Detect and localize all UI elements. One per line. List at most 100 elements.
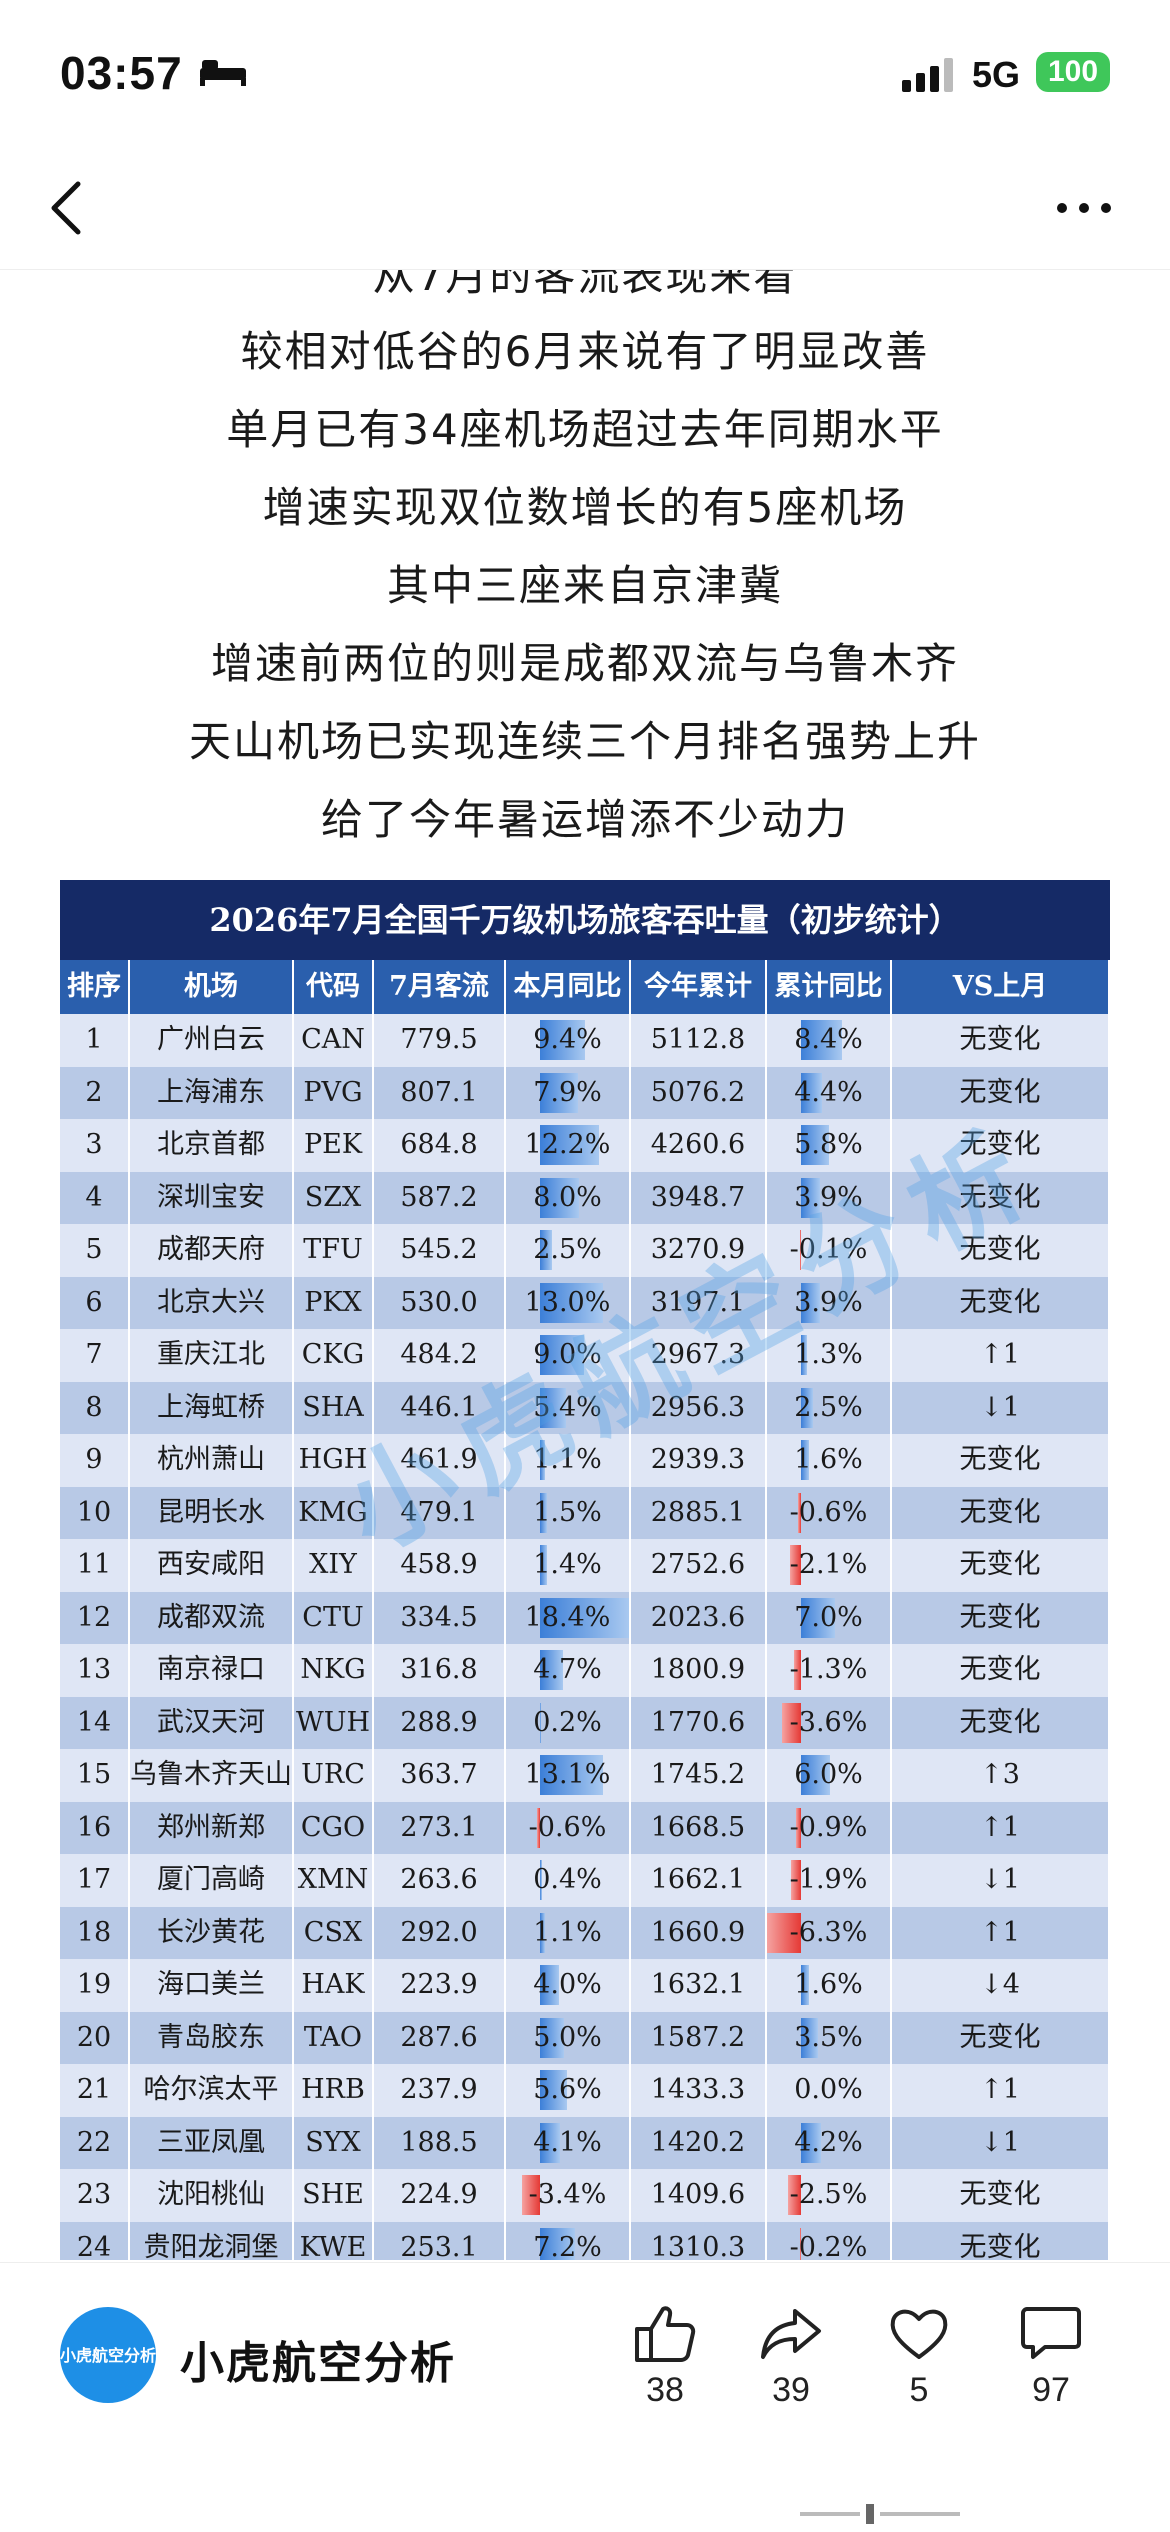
ytd-yoy-label: 1.6%: [794, 1969, 863, 2000]
rank-cell: 19: [60, 1959, 130, 2012]
ytd-total-cell: 3948.7: [631, 1171, 767, 1224]
ytd-yoy-cell: 0.0%: [767, 2064, 892, 2117]
monthly-yoy-bar: [540, 2227, 575, 2260]
july-traffic-cell: 545.2: [374, 1224, 506, 1277]
author-name[interactable]: 小虎航空分析: [180, 2338, 456, 2389]
comment-button[interactable]: 97: [1006, 2303, 1096, 2410]
ytd-total-cell: 1433.3: [631, 2064, 767, 2117]
table-row: 15 乌鲁木齐天山 URC 363.7 13.1% 1745.2 6.0% ↑3: [60, 1749, 1110, 1802]
ytd-yoy-bar: [797, 1492, 801, 1533]
monthly-yoy-bar: [540, 2122, 560, 2163]
monthly-yoy-cell: 7.2%: [506, 2221, 631, 2260]
article-line: 增速实现双位数增长的有5座机场: [262, 483, 908, 532]
ytd-yoy-cell: -0.2%: [767, 2221, 892, 2260]
sleep-mode-icon: [200, 60, 246, 86]
back-arrow-icon[interactable]: [46, 178, 86, 238]
avatar-text: 小虎航空分析: [60, 2345, 156, 2365]
ytd-yoy-bar: [801, 1335, 808, 1375]
ytd-total-cell: 1770.6: [631, 1696, 767, 1749]
author-avatar[interactable]: 小虎航空分析: [60, 2307, 156, 2403]
table-row: 18 长沙黄花 CSX 292.0 1.1% 1660.9 -6.3% ↑1: [60, 1906, 1110, 1959]
ytd-yoy-label: 4.2%: [794, 2126, 863, 2158]
favorite-button[interactable]: 5: [874, 2303, 964, 2410]
article-line: 较相对低谷的6月来说有了明显改善: [240, 327, 930, 376]
status-time: 03:57: [60, 47, 183, 99]
ytd-total-cell: 5076.2: [631, 1066, 767, 1119]
table-row: 10 昆明长水 KMG 479.1 1.5% 2885.1 -0.6% 无变化: [60, 1486, 1110, 1539]
table-row: 24 贵阳龙洞堡 KWE 253.1 7.2% 1310.3 -0.2% 无变化: [60, 2221, 1110, 2260]
ytd-yoy-label: -0.9%: [789, 1811, 868, 1843]
expand-indicator-icon: [800, 2504, 960, 2524]
monthly-yoy-bar: [540, 1912, 546, 1953]
vs-last-month-cell: ↓1: [892, 1381, 1110, 1434]
monthly-yoy-label: 1.4%: [533, 1549, 602, 1580]
more-options-icon[interactable]: [1054, 198, 1114, 218]
vs-last-month-cell: 无变化: [892, 1171, 1110, 1224]
table-header-row: 排序 机场 代码 7月客流 本月同比 今年累计 累计同比 VS上月: [60, 960, 1110, 1014]
table-row: 1 广州白云 CAN 779.5 9.4% 5112.8 8.4% 无变化: [60, 1014, 1110, 1067]
ytd-yoy-cell: 7.0%: [767, 1591, 892, 1644]
like-button[interactable]: 38: [620, 2303, 710, 2410]
signal-strength-icon: [902, 58, 953, 92]
monthly-yoy-cell: 4.1%: [506, 2116, 631, 2169]
monthly-yoy-label: 7.9%: [533, 1076, 602, 1108]
vs-last-month-cell: 无变化: [892, 1644, 1110, 1697]
monthly-yoy-bar: [540, 1072, 579, 1113]
code-cell: PEK: [294, 1119, 374, 1172]
airport-cell: 上海虹桥: [130, 1381, 294, 1434]
ytd-yoy-cell: -1.9%: [767, 1854, 892, 1907]
table-header-cell: 本月同比: [506, 960, 631, 1014]
vs-last-month-cell: 无变化: [892, 1224, 1110, 1277]
ytd-yoy-bar: [767, 1912, 801, 1953]
code-cell: PKX: [294, 1276, 374, 1329]
rank-cell: 20: [60, 2011, 130, 2064]
table-header-cell: 累计同比: [767, 960, 892, 1014]
rank-cell: 14: [60, 1696, 130, 1749]
july-traffic-cell: 237.9: [374, 2064, 506, 2117]
monthly-yoy-label: 4.1%: [533, 2126, 602, 2158]
monthly-yoy-label: 9.0%: [533, 1339, 602, 1370]
monthly-yoy-bar: [540, 1597, 629, 1638]
code-cell: SHA: [294, 1381, 374, 1434]
ranking-table-image[interactable]: 2026年7月全国千万级机场旅客吞吐量（初步统计） 排序 机场 代码 7月客流 本月同比…: [60, 880, 1110, 2260]
ytd-yoy-bar: [801, 1020, 842, 1060]
july-traffic-cell: 446.1: [374, 1381, 506, 1434]
vs-last-month-cell: 无变化: [892, 2221, 1110, 2260]
table-header-cell: 机场: [130, 960, 294, 1014]
rank-cell: 12: [60, 1591, 130, 1644]
july-traffic-cell: 287.6: [374, 2011, 506, 2064]
ytd-total-cell: 1800.9: [631, 1644, 767, 1697]
monthly-yoy-cell: 4.0%: [506, 1959, 631, 2012]
article-line: 增速前两位的则是成都双流与乌鲁木齐: [210, 639, 959, 688]
monthly-yoy-cell: 8.0%: [506, 1171, 631, 1224]
ytd-yoy-cell: 2.5%: [767, 1381, 892, 1434]
code-cell: PVG: [294, 1066, 374, 1119]
monthly-yoy-cell: 18.4%: [506, 1591, 631, 1644]
ytd-total-cell: 1409.6: [631, 2169, 767, 2222]
monthly-yoy-label: 0.4%: [533, 1864, 602, 1895]
share-button[interactable]: 39: [746, 2303, 836, 2410]
network-type: 5G: [972, 54, 1021, 95]
ytd-yoy-cell: -2.5%: [767, 2169, 892, 2222]
code-cell: SHE: [294, 2169, 374, 2222]
article-body: 从7月的客流表现来看 较相对低谷的6月来说有了明显改善 单月已有34座机场超过去…: [0, 270, 1170, 870]
monthly-yoy-label: -3.4%: [528, 2179, 607, 2210]
ytd-yoy-cell: -6.3%: [767, 1906, 892, 1959]
status-bar: 03:57 5G 100: [0, 0, 1170, 150]
table-row: 20 青岛胶东 TAO 287.6 5.0% 1587.2 3.5% 无变化: [60, 2011, 1110, 2064]
comment-count: 97: [1032, 2371, 1070, 2409]
rank-cell: 5: [60, 1224, 130, 1277]
airport-cell: 青岛胶东: [130, 2011, 294, 2064]
monthly-yoy-cell: 2.5%: [506, 1224, 631, 1277]
ytd-yoy-cell: 8.4%: [767, 1014, 892, 1067]
ytd-yoy-label: -0.6%: [789, 1496, 868, 1528]
airport-cell: 上海浦东: [130, 1066, 294, 1119]
ytd-total-cell: 2752.6: [631, 1539, 767, 1592]
july-traffic-cell: 363.7: [374, 1749, 506, 1802]
ytd-yoy-cell: 4.2%: [767, 2116, 892, 2169]
table-row: 19 海口美兰 HAK 223.9 4.0% 1632.1 1.6% ↓4: [60, 1959, 1110, 2012]
ytd-total-cell: 2967.3: [631, 1329, 767, 1382]
monthly-yoy-cell: -3.4%: [506, 2169, 631, 2222]
rank-cell: 15: [60, 1749, 130, 1802]
airport-cell: 哈尔滨太平: [130, 2064, 294, 2117]
